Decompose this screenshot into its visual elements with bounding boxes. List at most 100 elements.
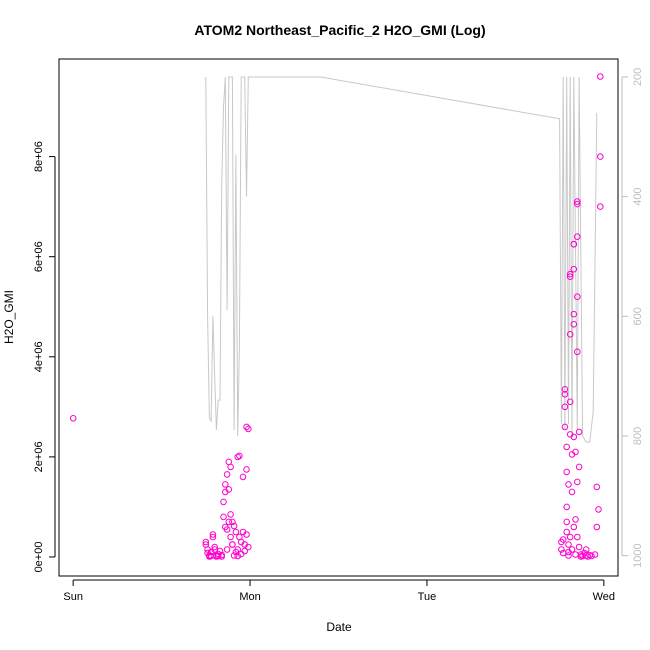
data-point [574, 233, 581, 240]
y2-tick-label: 200 [632, 68, 644, 86]
data-point [69, 415, 77, 422]
y2-tick-label: 1000 [632, 543, 644, 567]
data-point [563, 443, 571, 451]
data-point [223, 526, 231, 533]
data-point [559, 536, 567, 543]
data-point [223, 471, 231, 478]
data-point [565, 481, 572, 488]
data-point [597, 153, 604, 160]
y2-tick-label: 800 [632, 427, 644, 445]
y-tick-label: 2e+06 [33, 441, 45, 472]
data-point [236, 452, 243, 460]
data-point [574, 293, 581, 301]
data-point [563, 518, 571, 526]
plot-area [69, 73, 604, 560]
data-point [227, 463, 234, 471]
y-axis-right: 200 400 600 800 1000 [621, 68, 644, 568]
data-point [574, 533, 581, 541]
data-point [595, 506, 602, 513]
data-point [572, 551, 579, 558]
data-point [566, 273, 574, 281]
data-point [565, 541, 572, 548]
data-point [239, 473, 247, 481]
data-point [218, 551, 225, 559]
data-point [220, 498, 227, 506]
x-tick-label: Tue [418, 591, 437, 603]
data-point [597, 203, 604, 210]
data-point [582, 546, 590, 553]
data-point [232, 528, 240, 536]
data-point [591, 551, 599, 558]
data-point [202, 538, 210, 546]
y-tick-label: 4e+06 [33, 341, 45, 372]
data-point [570, 433, 578, 441]
data-point [575, 463, 583, 471]
data-point [584, 553, 592, 560]
data-point [568, 488, 576, 496]
data-point [561, 386, 569, 393]
data-point [574, 198, 581, 205]
data-point [570, 321, 578, 328]
data-point [227, 511, 234, 518]
data-point [574, 348, 581, 356]
x-axis-title: Date [326, 620, 352, 634]
data-point [243, 531, 250, 538]
data-point [225, 518, 233, 526]
data-point [566, 270, 574, 278]
y-axis-left: 0e+00 2e+06 4e+06 6e+06 8e+06 [33, 141, 56, 573]
y-axis-title: H2O_GMI [2, 290, 16, 344]
data-point [574, 478, 581, 486]
plot-frame [58, 58, 619, 577]
data-point [563, 468, 571, 476]
chart-title: ATOM2 Northeast_Pacific_2 H2O_GMI (Log) [194, 22, 485, 38]
y2-tick-label: 600 [632, 307, 644, 325]
data-point [230, 552, 238, 559]
data-point [558, 546, 565, 553]
data-point [597, 73, 604, 80]
data-point [234, 546, 241, 553]
data-point [570, 240, 578, 248]
data-point [209, 533, 217, 541]
data-point [229, 541, 236, 548]
x-tick-label: Mon [239, 591, 260, 603]
x-axis: Sun Mon Tue Wed [63, 579, 615, 603]
data-point [209, 531, 217, 538]
data-point [561, 403, 569, 411]
data-point [243, 466, 250, 473]
data-point [570, 265, 578, 273]
data-point [234, 552, 241, 560]
data-point [561, 423, 569, 431]
data-point [223, 546, 231, 553]
y-tick-label: 8e+06 [33, 141, 45, 172]
data-point [563, 528, 571, 536]
data-point [566, 533, 574, 541]
data-point [229, 518, 236, 526]
data-point [575, 543, 583, 551]
data-point [241, 547, 248, 555]
data-point [561, 391, 569, 398]
data-point [245, 543, 252, 551]
data-point [230, 522, 238, 530]
data-point [574, 200, 581, 208]
data-point [565, 552, 572, 559]
data-point [572, 448, 579, 456]
x-tick-label: Sun [63, 591, 83, 603]
data-point [566, 398, 574, 406]
data-point [222, 481, 229, 488]
data-point [563, 503, 571, 511]
data-point [570, 523, 578, 531]
data-point [593, 523, 601, 531]
data-point [566, 331, 574, 338]
data-point [575, 428, 583, 436]
data-point [211, 543, 218, 551]
y-tick-label: 6e+06 [33, 241, 45, 272]
data-point [570, 310, 578, 318]
x-tick-label: Wed [593, 591, 615, 603]
y-tick-label: 0e+00 [33, 542, 45, 573]
y2-tick-label: 400 [632, 187, 644, 205]
data-point [572, 516, 579, 523]
data-point [245, 425, 252, 433]
data-point [243, 423, 250, 431]
data-point [225, 486, 233, 493]
